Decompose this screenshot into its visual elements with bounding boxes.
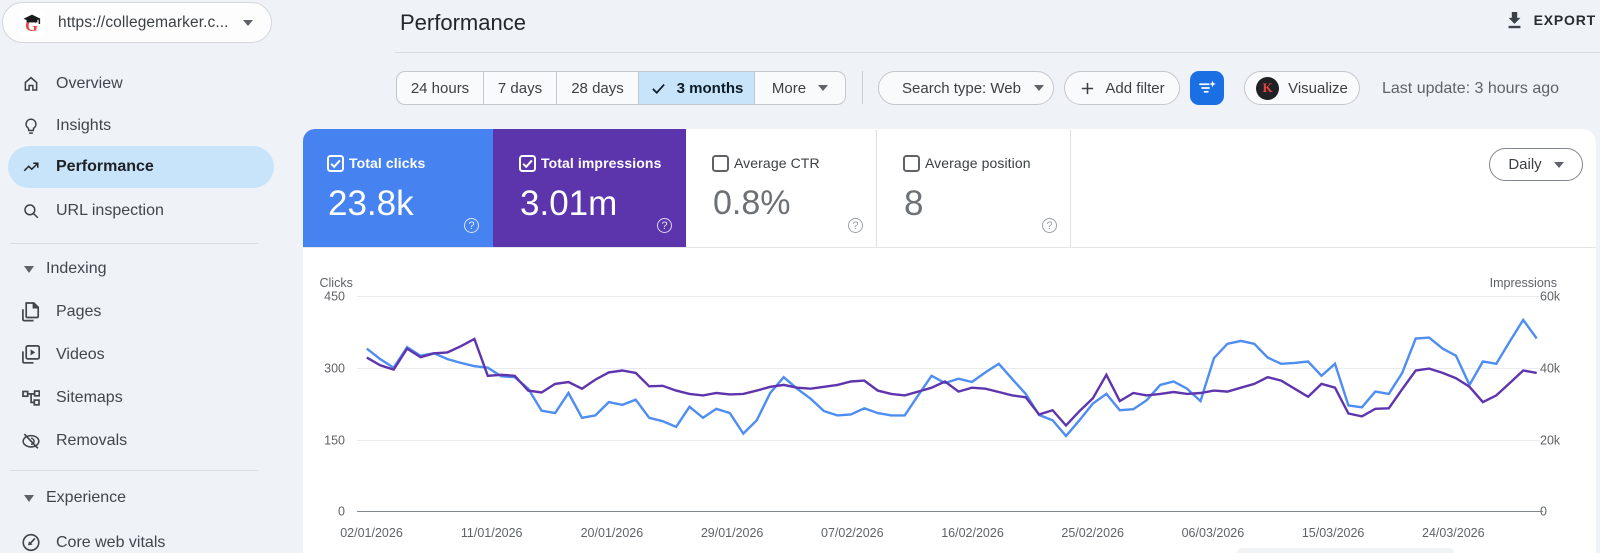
svg-text:02/01/2026: 02/01/2026 — [340, 526, 403, 540]
svg-text:450: 450 — [324, 290, 345, 304]
svg-text:40k: 40k — [1540, 362, 1561, 376]
svg-text:07/02/2026: 07/02/2026 — [821, 526, 884, 540]
svg-text:06/03/2026: 06/03/2026 — [1182, 526, 1245, 540]
svg-text:15/03/2026: 15/03/2026 — [1302, 526, 1365, 540]
svg-text:20k: 20k — [1540, 434, 1561, 448]
svg-text:25/02/2026: 25/02/2026 — [1061, 526, 1124, 540]
svg-text:16/02/2026: 16/02/2026 — [941, 526, 1004, 540]
svg-text:20/01/2026: 20/01/2026 — [581, 526, 644, 540]
svg-text:29/01/2026: 29/01/2026 — [701, 526, 764, 540]
svg-text:Impressions: Impressions — [1490, 276, 1557, 290]
svg-text:Clicks: Clicks — [320, 276, 353, 290]
svg-text:150: 150 — [324, 434, 345, 448]
svg-text:0: 0 — [1540, 505, 1547, 519]
svg-text:24/03/2026: 24/03/2026 — [1422, 526, 1485, 540]
svg-text:11/01/2026: 11/01/2026 — [461, 526, 523, 540]
svg-text:0: 0 — [338, 505, 345, 519]
svg-text:60k: 60k — [1540, 290, 1561, 304]
svg-text:300: 300 — [324, 362, 345, 376]
